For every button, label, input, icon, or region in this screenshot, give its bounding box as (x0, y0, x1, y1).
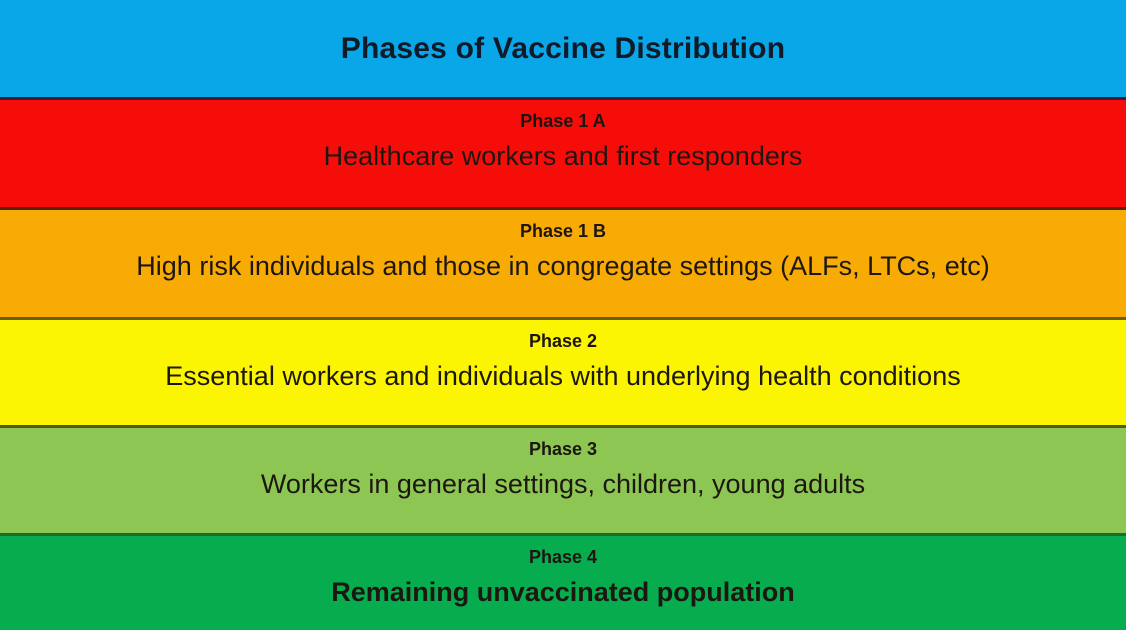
slide-header: Phases of Vaccine Distribution (0, 0, 1126, 97)
phase-band-1a: Phase 1 A Healthcare workers and first r… (0, 97, 1126, 207)
phase-label: Phase 2 (528, 331, 598, 351)
phase-band-3: Phase 3 Workers in general settings, chi… (0, 425, 1126, 533)
phase-band-2: Phase 2 Essential workers and individual… (0, 317, 1126, 425)
phase-label: Phase 1 B (519, 221, 607, 241)
phase-description: Remaining unvaccinated population (331, 576, 795, 607)
phase-description: Essential workers and individuals with u… (165, 360, 961, 391)
phase-label: Phase 4 (528, 547, 598, 567)
phase-description: High risk individuals and those in congr… (136, 250, 990, 281)
phase-label: Phase 1 A (520, 111, 606, 131)
phase-band-4: Phase 4 Remaining unvaccinated populatio… (0, 533, 1126, 630)
phase-band-1b: Phase 1 B High risk individuals and thos… (0, 207, 1126, 317)
phase-description: Workers in general settings, children, y… (260, 468, 866, 499)
phase-description: Healthcare workers and first responders (323, 140, 803, 171)
phase-label: Phase 3 (528, 439, 598, 459)
slide-title: Phases of Vaccine Distribution (340, 31, 786, 65)
